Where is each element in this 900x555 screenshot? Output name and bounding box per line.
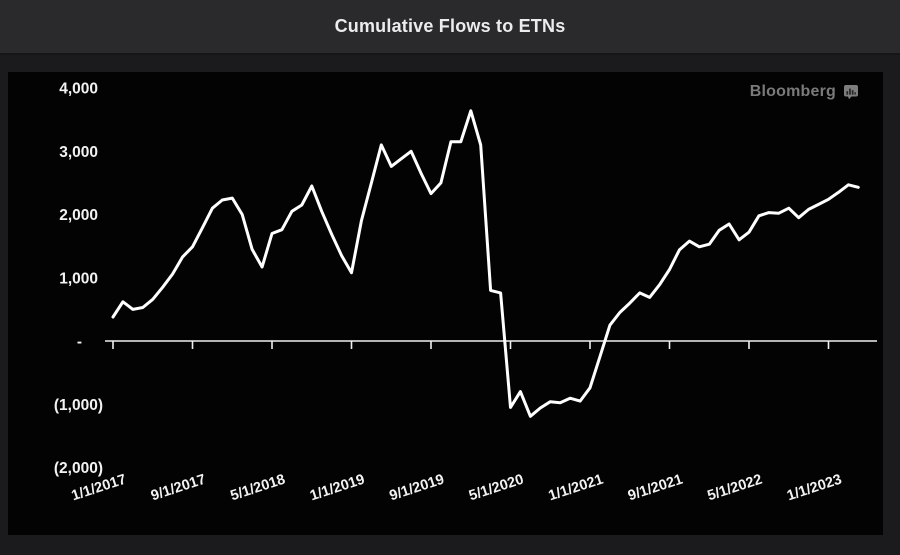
- line-chart: 1/1/2017 9/1/2017 5/1/2018 1/1/2019 9/1/2019…: [54, 81, 877, 505]
- x-tick-label: 1/1/2023: [785, 472, 844, 505]
- chart-title: Cumulative Flows to ETNs: [334, 16, 566, 36]
- y-tick-label: (2,000): [54, 460, 103, 477]
- y-tick-label: (1,000): [54, 397, 103, 414]
- data-line: [111, 109, 860, 418]
- x-tick-label: 9/1/2019: [388, 472, 447, 505]
- bloomberg-label: Bloomberg: [749, 83, 836, 100]
- y-tick-label: 4,000: [59, 81, 98, 98]
- bar-chart-terminal-icon: [844, 85, 858, 100]
- y-tick-label: 2,000: [59, 207, 98, 224]
- y-tick-label: 3,000: [59, 144, 98, 161]
- x-tick-label: 9/1/2021: [626, 472, 685, 505]
- x-tick-label: 1/1/2021: [547, 472, 606, 505]
- y-tick-label: 1,000: [59, 270, 98, 287]
- x-tick-label: 1/1/2019: [308, 472, 367, 505]
- chart-header: Cumulative Flows to ETNs: [0, 0, 900, 55]
- x-tick-label: 9/1/2017: [149, 472, 208, 505]
- x-tick-label: 5/1/2020: [467, 472, 526, 505]
- x-tick-label: 5/1/2022: [706, 472, 765, 505]
- chart-panel: Bloomberg 1/1/2017 9/1/2017 5/1/2018 1/1/20…: [8, 72, 883, 535]
- y-tick-label: -: [77, 334, 82, 351]
- x-tick-label: 5/1/2018: [229, 472, 288, 505]
- bloomberg-watermark: Bloomberg: [750, 83, 859, 101]
